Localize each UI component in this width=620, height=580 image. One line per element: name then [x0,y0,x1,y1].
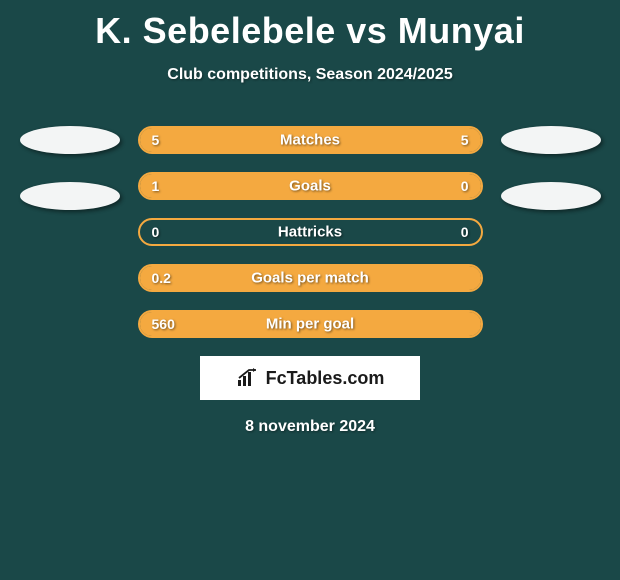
player-left-column [20,126,120,338]
stat-label: Hattricks [278,224,342,241]
stat-row: 0 Hattricks 0 [138,218,483,246]
player-ellipse [20,126,120,154]
stat-value-left: 5 [152,132,160,148]
stat-value-right: 5 [461,132,469,148]
stat-value-right: 0 [461,224,469,240]
stat-row: 560 Min per goal [138,310,483,338]
bar-fill-right [402,174,480,198]
stat-value-left: 0.2 [152,270,171,286]
player-ellipse [501,182,601,210]
stat-value-left: 1 [152,178,160,194]
stat-value-left: 560 [152,316,175,332]
page-title: K. Sebelebele vs Munyai [0,0,620,52]
stat-row: 1 Goals 0 [138,172,483,200]
stat-label: Goals per match [251,270,369,287]
comparison-content: 5 Matches 5 1 Goals 0 0 Hattricks 0 0.2 Goals per … [0,126,620,338]
bar-fill-left [140,174,403,198]
stat-bars: 5 Matches 5 1 Goals 0 0 Hattricks 0 0.2 Goals per … [138,126,483,338]
stat-label: Min per goal [266,316,354,333]
chart-icon [236,368,260,388]
stat-label: Matches [280,132,340,149]
logo-box: FcTables.com [200,356,420,400]
stat-row: 5 Matches 5 [138,126,483,154]
subtitle: Club competitions, Season 2024/2025 [0,66,620,84]
stat-row: 0.2 Goals per match [138,264,483,292]
stat-value-right: 0 [461,178,469,194]
logo-text: FcTables.com [266,368,385,389]
player-ellipse [20,182,120,210]
player-right-column [501,126,601,338]
date-label: 8 november 2024 [0,418,620,436]
stat-label: Goals [289,178,331,195]
stat-value-left: 0 [152,224,160,240]
player-ellipse [501,126,601,154]
